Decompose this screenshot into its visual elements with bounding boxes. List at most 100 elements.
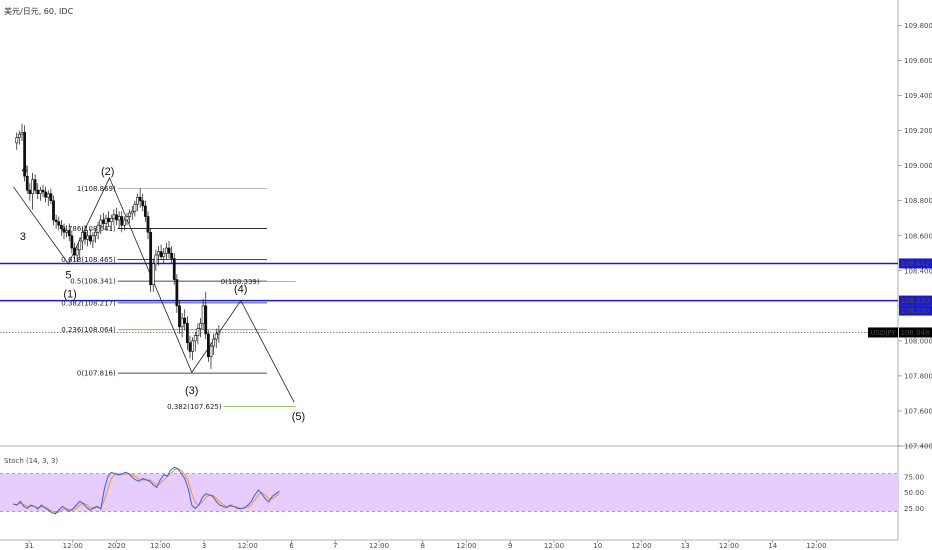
fib-level-label: 0(107.816): [77, 370, 116, 378]
candle-body: [104, 217, 108, 224]
wave-label: 5: [65, 269, 71, 281]
candle-body: [191, 340, 195, 352]
level-price-tag-label: 108.442: [901, 260, 930, 268]
candle-body: [206, 333, 210, 357]
price-tick-label: 109.200: [904, 127, 932, 135]
candle-body: [99, 219, 103, 226]
level-price-tag-label: 108.230: [901, 297, 930, 305]
symbol-tag-label: USDJPY: [870, 329, 896, 337]
level-price-tag: [899, 295, 932, 306]
candle-body: [36, 189, 40, 195]
fib-level-label: 0.382(108.217): [61, 299, 116, 307]
time-tick-label: 12:00: [456, 542, 476, 550]
candle-body: [143, 205, 147, 217]
candle-body: [62, 228, 66, 233]
candle-body: [31, 179, 34, 195]
candle-body: [212, 338, 216, 347]
candle-body: [94, 231, 97, 237]
candle-body: [96, 224, 100, 233]
candle-body: [141, 200, 145, 207]
chart-title: 美元/日元, 60, IDC: [4, 6, 74, 16]
candle-body: [162, 252, 166, 258]
candle-body: [122, 219, 126, 226]
time-tick-label: 12:00: [631, 542, 651, 550]
candle-body: [28, 189, 32, 195]
candle-body: [149, 231, 153, 286]
elliott-wave-path: [12, 176, 295, 403]
price-tick-label: 109.400: [904, 92, 932, 100]
wave-label: 4: [22, 164, 28, 176]
time-tick-label: 13: [681, 542, 690, 550]
candle-body: [83, 231, 87, 240]
candle-body: [159, 251, 163, 258]
current-price-tag: [899, 327, 932, 338]
wave-label: (3): [185, 385, 198, 397]
candle-body: [17, 133, 21, 138]
candle-body: [138, 196, 142, 202]
symbol-tag: [868, 327, 898, 338]
price-tick-label: 108.800: [904, 197, 932, 205]
wave-label: (1): [63, 289, 76, 301]
candle-body: [23, 132, 27, 177]
candle-body: [204, 305, 208, 335]
candle-body: [178, 305, 181, 328]
candle-body: [128, 212, 132, 217]
candle-body: [133, 203, 137, 212]
fib-level-label: 0.786(108.641): [61, 225, 116, 233]
time-tick-label: 12:00: [369, 542, 389, 550]
price-tick-label: 109.800: [904, 22, 932, 30]
level-price-tag-label: 108.230: [901, 307, 930, 315]
fib-extension-label: 0(108.339): [221, 278, 260, 286]
candle-body: [193, 335, 197, 342]
candle-body: [157, 251, 160, 256]
candle-body: [91, 235, 95, 242]
candle-body: [120, 216, 124, 226]
candle-body: [101, 219, 105, 224]
candle-body: [115, 214, 118, 221]
candle-body: [164, 247, 168, 254]
time-tick-label: 12:00: [238, 542, 258, 550]
time-tick-label: 10: [593, 542, 602, 550]
wave-label: (2): [101, 166, 114, 178]
candle-body: [54, 219, 58, 223]
candle-body: [33, 179, 37, 191]
time-tick-label: 8: [421, 542, 425, 550]
price-tick-label: 109.600: [904, 57, 932, 65]
candle-body: [57, 221, 61, 226]
candle-body: [154, 254, 158, 265]
time-tick-label: 3: [202, 542, 206, 550]
time-tick-label: 6: [289, 542, 294, 550]
time-tick-label: 12:00: [150, 542, 170, 550]
candle-body: [38, 189, 42, 195]
wave-label: (5): [292, 411, 305, 423]
candle-body: [112, 214, 116, 219]
candle-body: [146, 216, 150, 233]
fib-level-label: 0.236(108.064): [61, 326, 116, 334]
candle-body: [185, 323, 189, 343]
candle-body: [151, 263, 155, 286]
candle-body: [188, 342, 192, 352]
price-tick-label: 109.000: [904, 162, 932, 170]
candle-body: [75, 249, 79, 256]
price-tick-label: 108.400: [904, 267, 932, 275]
price-tick-label: 107.800: [904, 372, 932, 380]
candle-body: [15, 137, 19, 144]
time-tick-label: 12:00: [806, 542, 826, 550]
candle-body: [201, 305, 205, 324]
candle-body: [214, 333, 218, 340]
time-tick-label: 12:00: [719, 542, 739, 550]
stochastic-panel: Stoch (14, 3, 3): [0, 457, 898, 515]
candle-body: [217, 331, 221, 335]
wave-label: (4): [234, 283, 247, 295]
candle-body: [175, 279, 179, 307]
candle-body: [199, 323, 202, 329]
stoch-tick-label: 50.00: [904, 489, 924, 497]
candle-body: [49, 193, 53, 202]
wave-label: 3: [20, 231, 26, 243]
candle-body: [180, 317, 184, 328]
level-price-tag: [899, 305, 932, 316]
candle-body: [78, 240, 82, 251]
candle-body: [41, 189, 45, 193]
